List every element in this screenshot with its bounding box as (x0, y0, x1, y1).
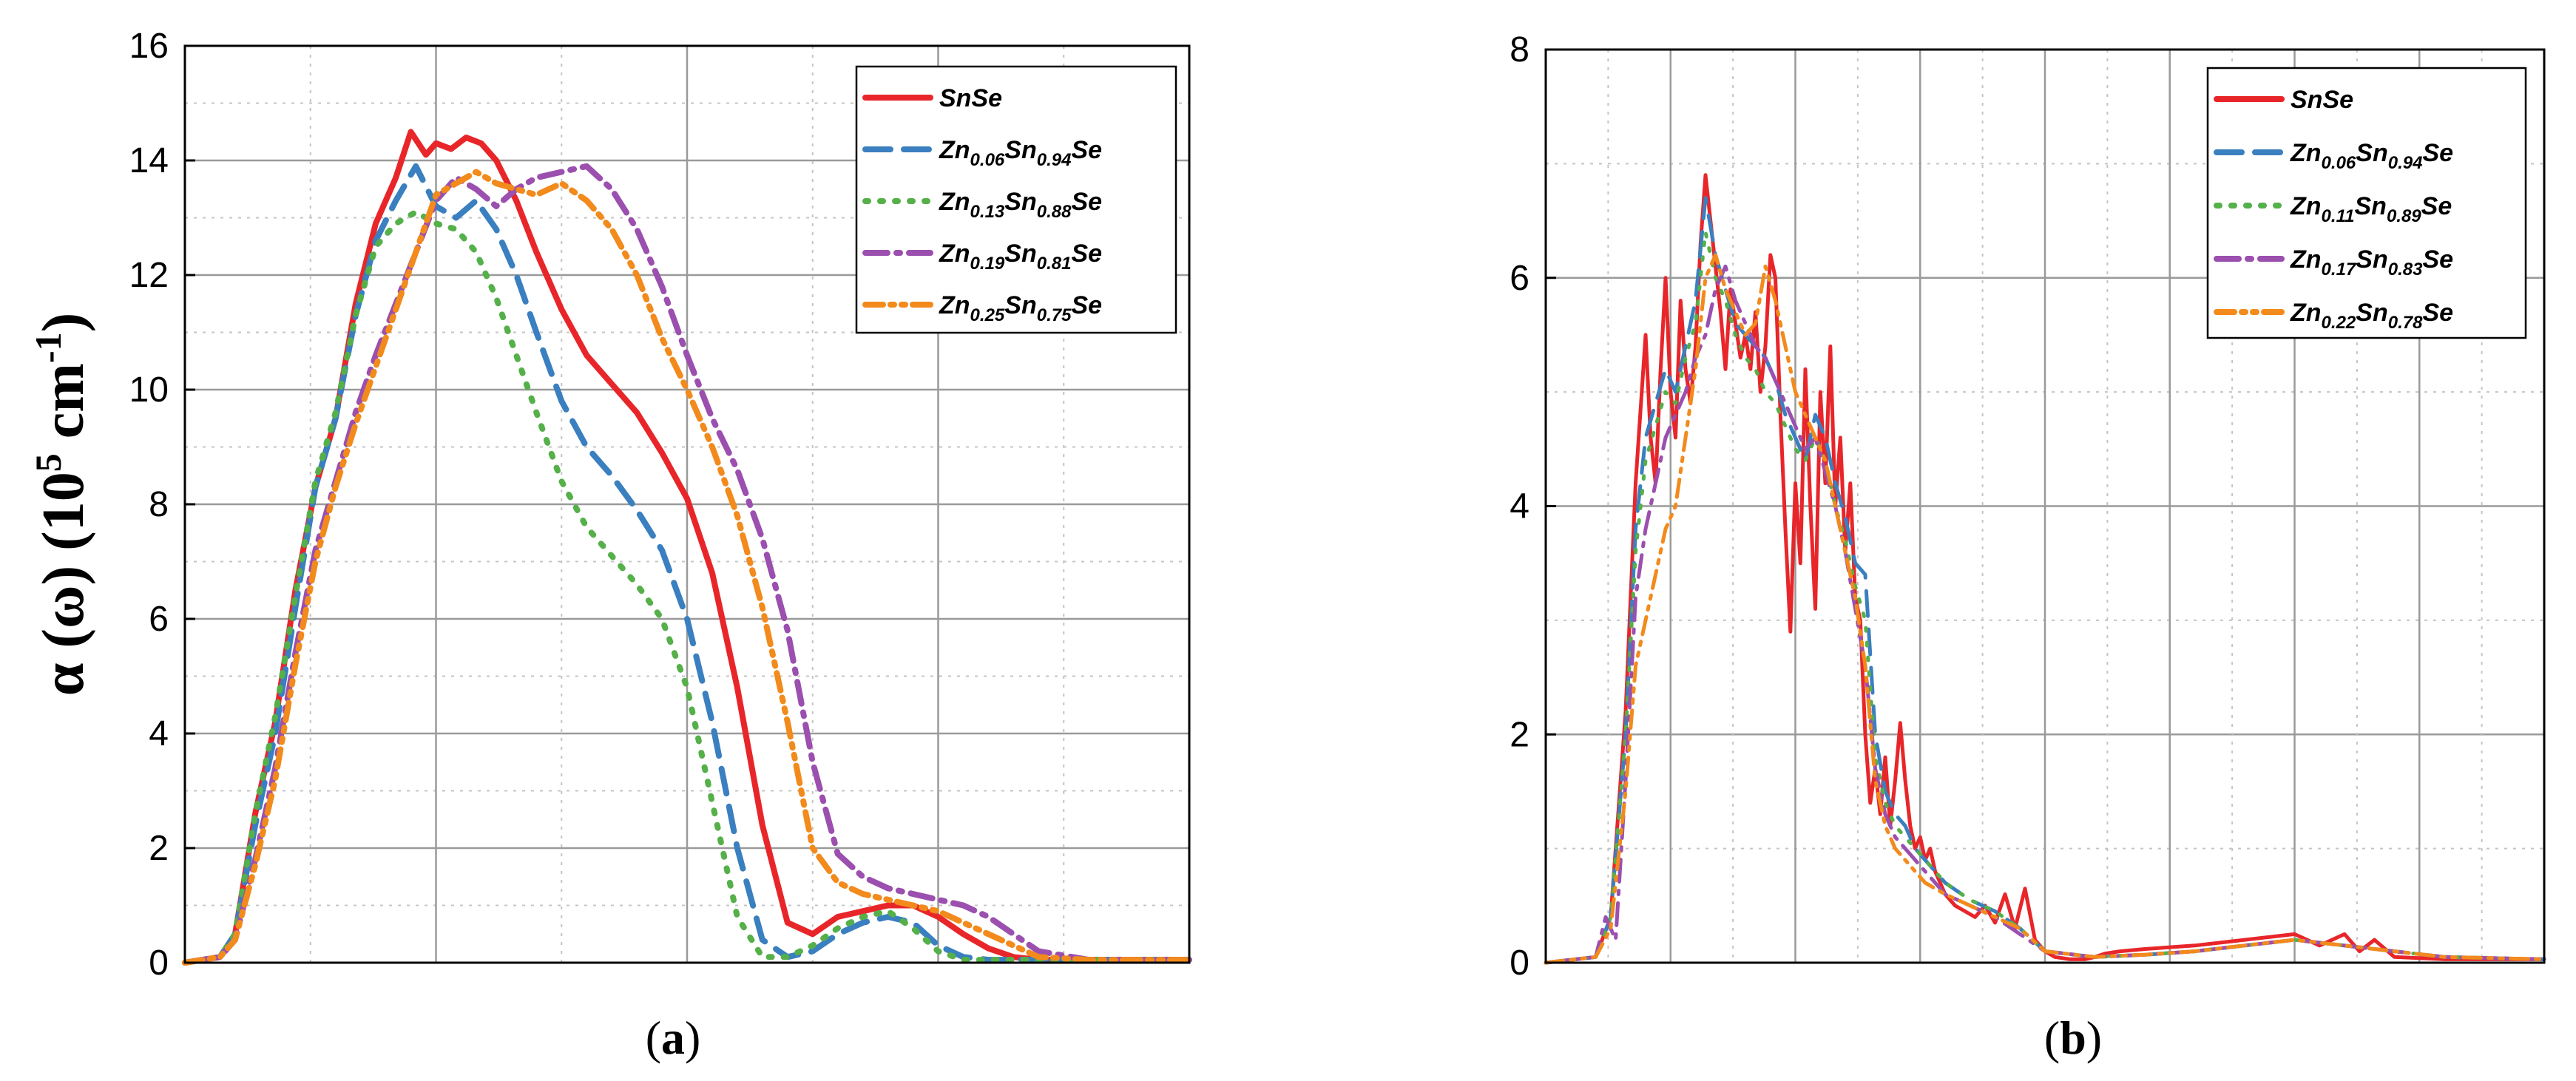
panel-a: 0 2 4 6 8 10 12 14 16 α (ω) (105 cm-1) SnSe Zn0.0… (27, 27, 1192, 1064)
y-tick-label: 4 (1510, 487, 1529, 526)
y-ticks-a: 0 2 4 6 8 10 12 14 16 (129, 27, 195, 983)
legend-a: SnSe Zn0.06Sn0.94Se Zn0.13Sn0.88Se Zn0.19Sn… (855, 65, 1177, 334)
series-line-Zn0.22Sn0.78Se (1544, 253, 2546, 965)
y-tick-label: 0 (149, 943, 169, 983)
legend-label: Zn0.25Sn0.75Se (939, 291, 1102, 325)
legend-label: Zn0.19Sn0.81Se (939, 240, 1102, 274)
y-tick-label: 10 (129, 370, 169, 410)
y-tick-label: 2 (149, 829, 169, 868)
series-lines-a (182, 129, 1192, 966)
caption-b-open: ( (2044, 1011, 2060, 1064)
legend-items-b: SnSe Zn0.06Sn0.94Se Zn0.11Sn0.89Se Zn0.17Sn… (2214, 86, 2453, 333)
y-axis-label-sup2: -1 (27, 332, 69, 363)
legend-items-a: SnSe Zn0.06Sn0.94Se Zn0.13Sn0.88Se Zn0.19Sn… (862, 84, 1102, 325)
y-tick-label: 6 (149, 600, 169, 639)
y-tick-label: 8 (149, 485, 169, 524)
y-tick-label: 0 (1510, 943, 1529, 983)
y-tick-label: 14 (129, 141, 169, 180)
caption-b-letter: b (2060, 1011, 2086, 1064)
y-axis-label-main: α (ω) (10 (31, 472, 96, 696)
y-ticks-b: 0 2 4 6 8 (1510, 30, 1556, 983)
legend-label: Zn0.06Sn0.94Se (939, 136, 1102, 170)
series-line-Zn0.13Sn0.88Se (182, 209, 1192, 966)
y-tick-label: 2 (1510, 715, 1529, 754)
series-line-Zn0.11Sn0.89Se (1544, 230, 2546, 965)
y-tick-label: 8 (1510, 30, 1529, 70)
y-axis-label-a: α (ω) (105 cm-1) (27, 313, 96, 697)
series-line-Zn0.25Sn0.75Se (182, 169, 1192, 966)
caption-b: (b) (2044, 1011, 2102, 1064)
y-tick-label: 6 (1510, 259, 1529, 298)
y-tick-label: 4 (149, 714, 169, 753)
caption-a-close: ) (685, 1011, 700, 1064)
legend-label: Zn0.22Sn0.78Se (2290, 299, 2453, 333)
y-tick-label: 16 (129, 27, 169, 66)
y-axis-label-end: ) (31, 313, 96, 333)
caption-a-open: ( (646, 1011, 661, 1064)
series-lines-b (1544, 173, 2546, 965)
caption-a-letter: a (661, 1011, 685, 1064)
legend-label: Zn0.06Sn0.94Se (2290, 139, 2453, 173)
legend-label: SnSe (2291, 86, 2353, 114)
y-axis-label-sup1: 5 (27, 453, 69, 472)
legend-label: Zn0.17Sn0.83Se (2290, 245, 2453, 279)
y-axis-label-mid: cm (31, 363, 96, 453)
legend-b: SnSe Zn0.06Sn0.94Se Zn0.11Sn0.89Se Zn0.17Sn… (2206, 67, 2527, 339)
panel-b: 0 2 4 6 8 SnSe Zn0.06Sn0.94Se Zn0.11Sn0.89Se Zn… (1510, 30, 2546, 1064)
y-tick-label: 12 (129, 256, 169, 295)
caption-b-close: ) (2086, 1011, 2102, 1064)
legend-label: SnSe (939, 84, 1002, 112)
series-line-SnSe (1544, 173, 2546, 965)
caption-a: (a) (646, 1011, 701, 1064)
legend-label: Zn0.11Sn0.89Se (2290, 192, 2452, 226)
legend-label: Zn0.13Sn0.88Se (939, 188, 1102, 222)
